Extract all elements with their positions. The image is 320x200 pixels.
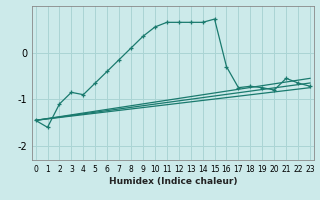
X-axis label: Humidex (Indice chaleur): Humidex (Indice chaleur) bbox=[108, 177, 237, 186]
